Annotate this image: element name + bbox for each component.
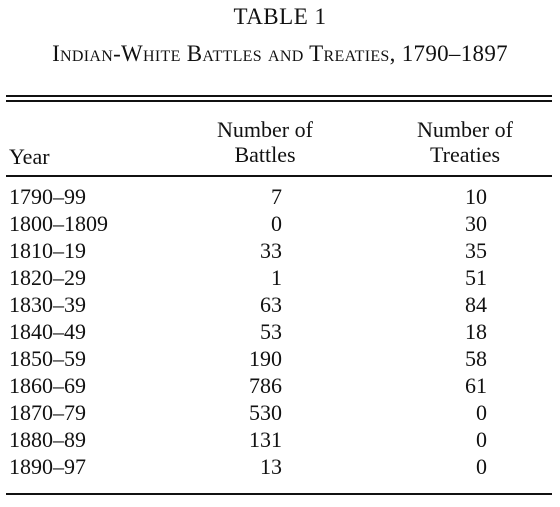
bottom-rule bbox=[6, 493, 552, 495]
table-title: Indian-White Battles and Treaties, 1790–… bbox=[52, 41, 508, 66]
cell-year: 1830–39 bbox=[9, 292, 86, 317]
table-row: 1870–79 530 0 bbox=[0, 399, 560, 426]
cell-battles: 530 bbox=[249, 400, 282, 425]
cell-year: 1880–89 bbox=[9, 427, 86, 452]
table-row: 1820–29 1 51 bbox=[0, 264, 560, 291]
table-row: 1810–19 33 35 bbox=[0, 237, 560, 264]
table-row: 1880–89 131 0 bbox=[0, 426, 560, 453]
column-header-treaties-line2: Treaties bbox=[429, 142, 501, 167]
top-rule-second bbox=[6, 100, 552, 102]
cell-treaties: 51 bbox=[465, 265, 487, 290]
column-header-year: Year bbox=[9, 144, 50, 169]
table-row: 1790–99 7 10 bbox=[0, 183, 560, 210]
cell-battles: 33 bbox=[260, 238, 282, 263]
table-number: TABLE 1 bbox=[233, 4, 327, 29]
cell-treaties: 30 bbox=[465, 211, 487, 236]
cell-battles: 786 bbox=[249, 373, 282, 398]
top-rule bbox=[6, 95, 552, 97]
cell-treaties: 84 bbox=[465, 292, 487, 317]
cell-year: 1840–49 bbox=[9, 319, 86, 344]
cell-year: 1870–79 bbox=[9, 400, 86, 425]
column-header-battles-line1: Number of bbox=[217, 117, 313, 142]
cell-battles: 190 bbox=[249, 346, 282, 371]
cell-treaties: 35 bbox=[465, 238, 487, 263]
cell-year: 1790–99 bbox=[9, 184, 86, 209]
cell-treaties: 10 bbox=[465, 184, 487, 209]
cell-year: 1860–69 bbox=[9, 373, 86, 398]
table-row: 1860–69 786 61 bbox=[0, 372, 560, 399]
table-row: 1830–39 63 84 bbox=[0, 291, 560, 318]
cell-year: 1820–29 bbox=[9, 265, 86, 290]
cell-treaties: 61 bbox=[465, 373, 487, 398]
cell-treaties: 18 bbox=[465, 319, 487, 344]
cell-treaties: 0 bbox=[476, 427, 487, 452]
cell-battles: 13 bbox=[260, 454, 282, 479]
cell-battles: 63 bbox=[260, 292, 282, 317]
cell-treaties: 0 bbox=[476, 400, 487, 425]
cell-year: 1890–97 bbox=[9, 454, 86, 479]
column-header-treaties-line1: Number of bbox=[417, 117, 513, 142]
table-body: 1790–99 7 10 1800–1809 0 30 1810–19 33 3… bbox=[0, 183, 560, 480]
table-row: 1840–49 53 18 bbox=[0, 318, 560, 345]
cell-battles: 0 bbox=[271, 211, 282, 236]
table-row: 1800–1809 0 30 bbox=[0, 210, 560, 237]
column-header-treaties: Number of Treaties bbox=[380, 117, 550, 167]
cell-battles: 53 bbox=[260, 319, 282, 344]
cell-battles: 131 bbox=[249, 427, 282, 452]
table-row: 1850–59 190 58 bbox=[0, 345, 560, 372]
column-header-battles-line2: Battles bbox=[234, 142, 296, 167]
table-row: 1890–97 13 0 bbox=[0, 453, 560, 480]
column-header-battles: Number of Battles bbox=[180, 117, 350, 167]
cell-year: 1850–59 bbox=[9, 346, 86, 371]
cell-treaties: 58 bbox=[465, 346, 487, 371]
cell-battles: 1 bbox=[271, 265, 282, 290]
cell-treaties: 0 bbox=[476, 454, 487, 479]
cell-year: 1800–1809 bbox=[9, 211, 108, 236]
header-rule bbox=[6, 175, 552, 177]
cell-year: 1810–19 bbox=[9, 238, 86, 263]
cell-battles: 7 bbox=[271, 184, 282, 209]
